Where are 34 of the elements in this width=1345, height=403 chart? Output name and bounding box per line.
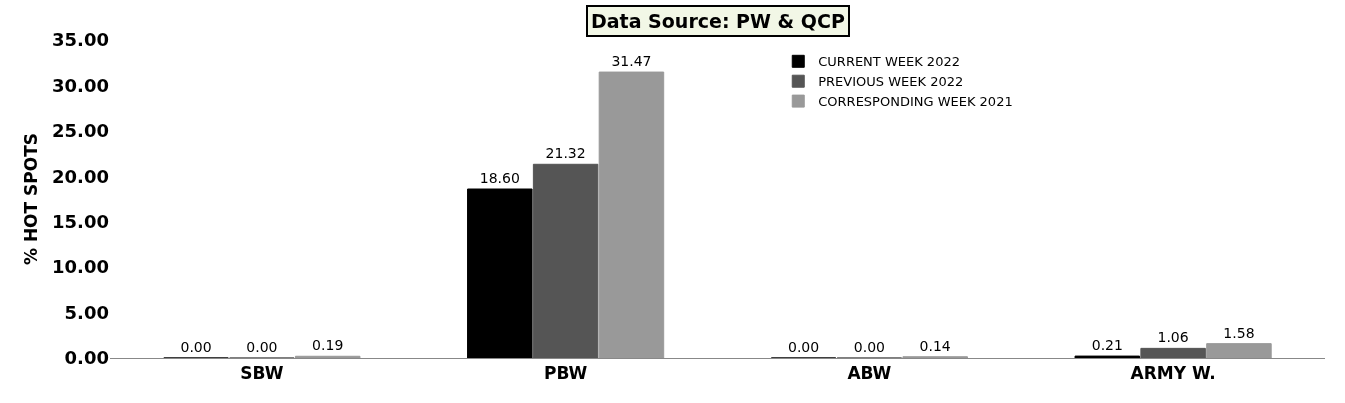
y-tick-label: 20.00	[52, 165, 109, 187]
data-label: 0.19	[312, 337, 344, 354]
data-label: 1.58	[1223, 324, 1255, 341]
x-tick-label: ARMY W.	[1130, 363, 1216, 384]
legend-label: CORRESPONDING WEEK 2021	[818, 94, 1013, 110]
chart-title: Data Source: PW & QCP	[591, 10, 845, 32]
data-label: 0.00	[787, 339, 820, 355]
bar	[532, 163, 599, 358]
legend-label: PREVIOUS WEEK 2022	[818, 74, 964, 90]
y-tick-label: 35.00	[52, 29, 109, 51]
x-tick-label: SBW	[240, 363, 284, 384]
y-tick-label: 0.00	[64, 347, 109, 369]
bar	[1206, 343, 1272, 358]
y-tick-label: 10.00	[52, 256, 109, 278]
bar	[1140, 347, 1206, 358]
y-axis-title: % HOT SPOTS	[20, 132, 41, 266]
y-tick-label: 15.00	[52, 211, 109, 233]
data-label: 31.47	[611, 53, 652, 70]
x-tick-label: ABW	[847, 363, 892, 384]
bar	[467, 188, 533, 358]
data-label: 0.21	[1091, 337, 1123, 354]
data-label: 0.14	[919, 337, 951, 354]
bar	[598, 71, 665, 358]
y-tick-label: 25.00	[52, 120, 109, 142]
data-label: 21.32	[545, 145, 586, 162]
y-tick-label: 30.00	[52, 74, 109, 96]
data-label: 1.06	[1157, 329, 1189, 346]
data-label: 0.00	[246, 339, 278, 355]
x-tick-label: PBW	[544, 363, 588, 384]
data-label: 0.00	[180, 339, 212, 355]
legend-label: CURRENT WEEK 2022	[818, 54, 960, 70]
data-label: 0.00	[853, 339, 885, 355]
data-label: 18.60	[479, 170, 520, 187]
y-tick-label: 5.00	[64, 301, 109, 323]
